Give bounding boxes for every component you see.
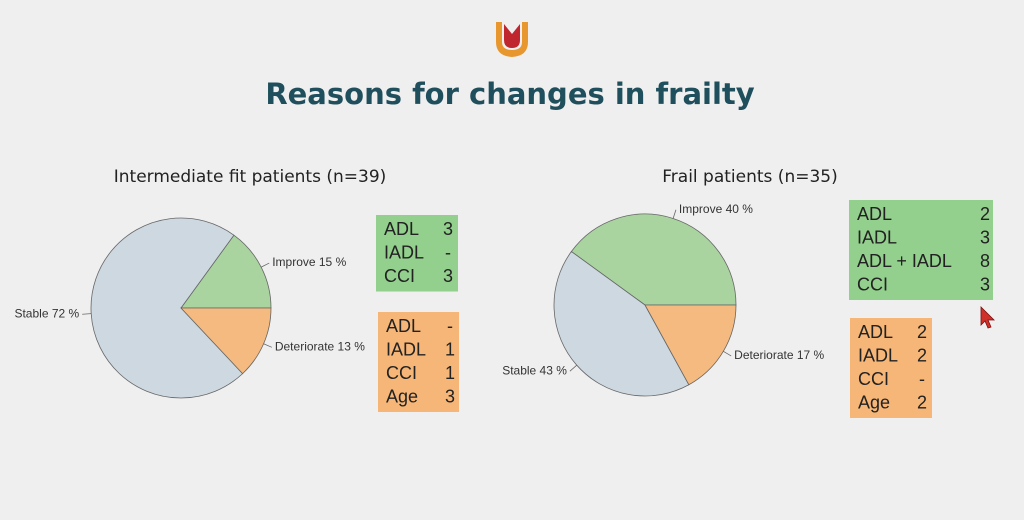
pie-slice bbox=[180, 307, 272, 375]
slice-label: Improve 40 % bbox=[679, 202, 753, 216]
table-label: Age bbox=[858, 392, 890, 412]
table-label: Age bbox=[386, 386, 418, 406]
slice-label: Deteriorate 13 % bbox=[275, 339, 365, 353]
table-value: 2 bbox=[917, 392, 927, 412]
pie-slice bbox=[180, 234, 272, 309]
pie-slice bbox=[90, 217, 244, 399]
leader-line bbox=[261, 262, 270, 268]
table-label: CCI bbox=[386, 363, 417, 383]
table-label: CCI bbox=[857, 274, 888, 294]
leader-line bbox=[672, 209, 677, 219]
table-label: IADL bbox=[857, 227, 897, 247]
slice-label: Stable 43 % bbox=[502, 363, 567, 377]
slide-title: Reasons for changes in frailty bbox=[265, 77, 754, 111]
table-value: - bbox=[919, 369, 925, 389]
leader-line bbox=[723, 350, 732, 357]
leader-line bbox=[569, 364, 578, 372]
pie-slice bbox=[570, 213, 737, 306]
table-value: 3 bbox=[443, 266, 453, 286]
table-value: 3 bbox=[980, 227, 990, 247]
slice-label: Stable 72 % bbox=[14, 306, 79, 320]
table-label: CCI bbox=[384, 266, 415, 286]
deteriorate-box bbox=[378, 312, 459, 412]
deteriorate-box bbox=[850, 318, 932, 418]
table-value: - bbox=[445, 242, 451, 262]
chart-title: Frail patients (n=35) bbox=[662, 167, 837, 187]
table-label: IADL bbox=[386, 339, 426, 359]
logo bbox=[496, 22, 528, 57]
slice-label: Improve 15 % bbox=[272, 255, 346, 269]
leader-line bbox=[263, 343, 273, 348]
table-value: 8 bbox=[980, 251, 990, 271]
table-value: 2 bbox=[980, 204, 990, 224]
pie-slice bbox=[644, 304, 737, 386]
table-label: ADL bbox=[858, 322, 893, 342]
table-label: ADL bbox=[384, 219, 419, 239]
pie-slice bbox=[553, 250, 690, 397]
table-value: 3 bbox=[443, 219, 453, 239]
table-value: - bbox=[447, 316, 453, 336]
table-label: ADL + IADL bbox=[857, 251, 952, 271]
table-value: 2 bbox=[917, 345, 927, 365]
table-label: ADL bbox=[857, 204, 892, 224]
table-label: ADL bbox=[386, 316, 421, 336]
table-value: 1 bbox=[445, 363, 455, 383]
table-value: 3 bbox=[445, 386, 455, 406]
leader-line bbox=[82, 313, 92, 315]
table-value: 2 bbox=[917, 322, 927, 342]
cursor bbox=[980, 306, 995, 329]
table-value: 1 bbox=[445, 339, 455, 359]
slice-label: Deteriorate 17 % bbox=[734, 348, 824, 362]
improve-box bbox=[376, 215, 458, 292]
table-value: 3 bbox=[980, 274, 990, 294]
chart-title: Intermediate fit patients (n=39) bbox=[114, 167, 387, 187]
table-label: CCI bbox=[858, 369, 889, 389]
table-label: IADL bbox=[858, 345, 898, 365]
improve-box bbox=[849, 200, 993, 300]
table-label: IADL bbox=[384, 242, 424, 262]
